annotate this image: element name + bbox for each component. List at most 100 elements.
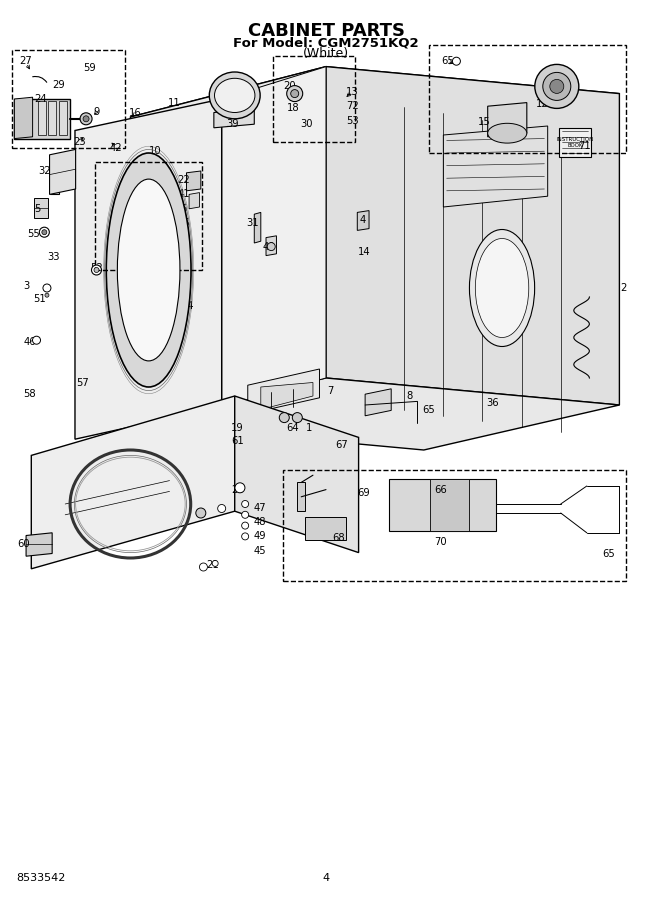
Polygon shape [34,198,48,218]
Polygon shape [443,126,548,207]
Text: 51: 51 [33,293,46,304]
Polygon shape [559,128,591,157]
Circle shape [292,412,303,423]
Circle shape [200,563,207,571]
Polygon shape [235,396,359,553]
Text: 6: 6 [181,203,187,214]
Text: 18: 18 [287,103,300,113]
Text: CABINET PARTS: CABINET PARTS [248,22,404,40]
Circle shape [242,500,248,508]
Bar [283,470,626,581]
Text: 33: 33 [47,252,60,263]
Circle shape [550,79,564,94]
Circle shape [218,505,226,512]
Polygon shape [365,389,391,416]
Text: 21: 21 [206,560,219,571]
Bar [95,162,202,270]
Polygon shape [31,396,235,569]
Polygon shape [261,382,313,410]
Polygon shape [214,109,254,128]
Polygon shape [202,419,210,446]
Text: 9: 9 [93,106,100,117]
Text: 14: 14 [357,247,370,257]
Text: 13: 13 [346,86,359,97]
Text: 32: 32 [38,166,51,176]
Text: 59: 59 [83,63,96,74]
Text: 70: 70 [434,536,447,547]
Text: 3: 3 [23,281,29,292]
Text: 64: 64 [286,423,299,434]
Circle shape [535,65,579,108]
Circle shape [45,293,49,297]
Polygon shape [50,155,59,194]
Circle shape [235,482,245,493]
Text: 58: 58 [23,389,37,400]
Polygon shape [357,211,369,230]
Text: 25: 25 [177,218,190,229]
Polygon shape [162,423,170,450]
Text: 47: 47 [253,502,266,513]
Polygon shape [48,101,56,135]
Circle shape [80,112,92,125]
Text: 15: 15 [477,117,490,128]
Polygon shape [222,67,326,407]
Circle shape [212,561,218,566]
Text: 11: 11 [168,97,181,108]
Text: 2: 2 [620,283,627,293]
Text: 26: 26 [231,484,244,495]
Ellipse shape [469,230,535,346]
Ellipse shape [106,153,191,387]
Polygon shape [305,517,346,540]
Polygon shape [38,101,46,135]
Ellipse shape [117,179,180,361]
Text: 57: 57 [76,378,89,389]
Circle shape [33,337,40,344]
Circle shape [94,267,99,273]
Text: 65: 65 [602,549,615,560]
Text: 60: 60 [17,538,30,549]
Circle shape [196,508,206,518]
Circle shape [242,522,248,529]
Polygon shape [50,149,76,194]
Circle shape [39,227,50,238]
Polygon shape [266,236,276,256]
Polygon shape [59,101,67,135]
Circle shape [287,86,303,102]
Polygon shape [248,369,319,414]
Text: 61: 61 [231,436,244,446]
Circle shape [91,265,102,275]
Circle shape [543,72,570,101]
Polygon shape [75,99,222,439]
Bar [12,50,125,148]
Text: 39: 39 [226,119,239,130]
Ellipse shape [475,238,529,338]
Bar [273,56,355,142]
Polygon shape [430,479,469,531]
Text: 65: 65 [422,405,436,416]
Text: 52: 52 [90,263,103,274]
Text: 19: 19 [231,423,244,434]
Circle shape [291,90,299,97]
Text: 8: 8 [406,391,413,401]
Text: 41: 41 [177,189,190,200]
Circle shape [42,230,47,235]
Text: INSTRUCTION
BOOK: INSTRUCTION BOOK [556,137,594,148]
Text: 65: 65 [441,56,454,67]
Text: 53: 53 [346,115,359,126]
Text: 36: 36 [486,398,499,409]
Polygon shape [389,479,496,531]
Text: 68: 68 [333,533,346,544]
Text: 55: 55 [27,229,40,239]
Ellipse shape [488,123,527,143]
Text: 22: 22 [177,175,190,185]
Circle shape [242,511,248,518]
Text: 67: 67 [335,439,348,450]
Ellipse shape [215,78,255,112]
Text: 69: 69 [357,488,370,499]
Text: 40: 40 [262,241,275,252]
Polygon shape [130,67,619,144]
Text: 29: 29 [52,79,65,90]
Text: 42: 42 [110,142,123,153]
Text: 49: 49 [253,531,266,542]
Text: (White): (White) [303,48,349,60]
